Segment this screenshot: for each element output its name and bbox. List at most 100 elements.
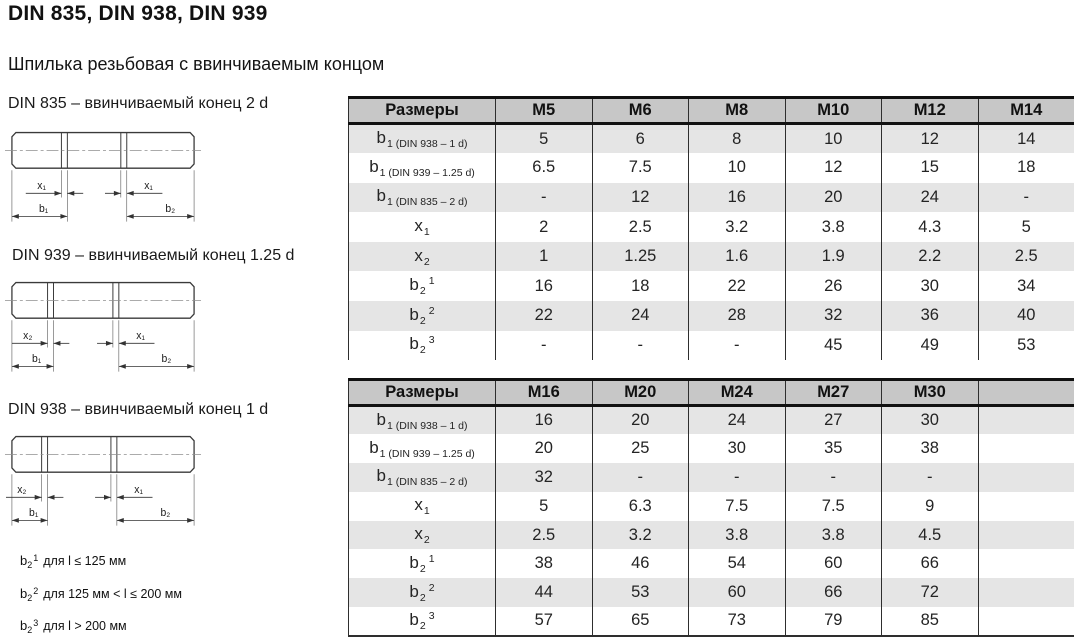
table-row: b22 22 24 28 32 36 40 [348, 301, 1074, 331]
value-cell: - [591, 330, 689, 361]
value-cell [977, 405, 1074, 435]
svg-text:b₁: b₁ [29, 507, 39, 519]
value-cell: 60 [784, 549, 882, 579]
value-cell: 35 [784, 434, 882, 464]
value-cell: 85 [881, 607, 978, 636]
table-row: b22 44 53 60 66 72 [348, 578, 1074, 608]
row-label: b23 [409, 334, 435, 357]
table-row: b1 (DIN 939 – 1.25 d) 20 25 30 35 38 [349, 434, 1074, 464]
svg-text:b₁: b₁ [39, 203, 49, 215]
value-cell: 49 [881, 330, 978, 361]
value-cell: 1.9 [784, 241, 882, 272]
svg-text:b₂: b₂ [160, 507, 170, 519]
dimensions-table-m5-m14: Размеры M5 M6 M8 M10 M12 M14 b1 (DIN 938 – 1 d)… [348, 96, 1074, 361]
value-cell: 46 [591, 549, 689, 579]
value-cell: 6.3 [591, 491, 689, 521]
row-label: b1 (DIN 835 – 2 d) [376, 466, 468, 489]
value-cell: 3.8 [688, 520, 785, 550]
row-label: b22 [409, 581, 435, 604]
table-header-row: Размеры M5 M6 M8 M10 M12 M14 [348, 97, 1074, 125]
size-column-header: M16 [495, 379, 592, 407]
svg-text:x₂: x₂ [23, 330, 32, 342]
value-cell: 30 [881, 405, 978, 435]
table-row: b21 38 46 54 60 66 [349, 549, 1074, 579]
value-cell: 53 [591, 578, 689, 608]
value-cell: 10 [688, 153, 785, 183]
svg-text:x₂: x₂ [17, 484, 26, 496]
value-cell: 4.3 [881, 212, 978, 242]
table-row: x2 1 1.25 1.6 1.9 2.2 2.5 [348, 241, 1074, 272]
value-cell: - [881, 463, 978, 492]
size-column-header: M30 [881, 379, 978, 407]
value-cell: 3.2 [688, 212, 785, 242]
size-column-header: M14 [977, 97, 1074, 125]
row-label: b22 [409, 304, 435, 327]
svg-text:b₁: b₁ [32, 353, 42, 365]
row-label: x1 [414, 495, 430, 518]
value-cell: 73 [688, 607, 785, 636]
dimensions-table-m16-m30: Размеры M16 M20 M24 M27 M30 b1 (DIN 938 – 1 d)… [348, 378, 1074, 637]
size-column-header: M12 [881, 97, 978, 125]
value-cell: 45 [784, 330, 882, 361]
value-cell: 66 [784, 578, 882, 608]
value-cell [977, 549, 1074, 579]
row-label: x2 [414, 245, 430, 268]
din-938-stud-drawing: x₂ x₁ b₁ b₂ [4, 424, 202, 534]
value-cell [977, 520, 1074, 550]
value-cell: - [495, 182, 592, 213]
value-cell: 5 [977, 212, 1074, 242]
value-cell: 9 [881, 491, 978, 521]
value-cell [977, 434, 1074, 464]
value-cell: - [495, 330, 592, 361]
value-cell: 18 [591, 271, 689, 302]
value-cell: 7.5 [591, 153, 689, 183]
din-835-drawing-label: DIN 835 – ввинчиваемый конец 2 d [8, 95, 269, 112]
row-label: b21 [409, 552, 435, 575]
row-label: x1 [414, 216, 430, 239]
value-cell: 32 [784, 301, 882, 331]
stud-diagram: x₂ x₁ b₁ b₂ [4, 281, 202, 372]
value-cell: 2.5 [977, 241, 1074, 272]
row-label: b1 (DIN 939 – 1.25 d) [369, 156, 475, 179]
row-label: b23 [409, 609, 435, 632]
value-cell: 44 [495, 578, 592, 608]
size-column-header: M6 [591, 97, 689, 125]
table-row: b1 (DIN 938 – 1 d) 5 6 8 10 12 14 [348, 123, 1074, 154]
value-cell: 1.25 [591, 241, 689, 272]
value-cell: 24 [881, 182, 978, 213]
footnote-formula: b21 [20, 553, 39, 570]
din-835-stud-drawing: x₁ x₁ b₁ b₂ [4, 120, 202, 230]
value-cell: 7.5 [688, 491, 785, 521]
table-row: b1 (DIN 835 – 2 d) 32- - - - [348, 463, 1074, 492]
value-cell: 79 [784, 607, 882, 636]
value-cell [977, 607, 1074, 636]
svg-text:x₁: x₁ [37, 180, 46, 192]
value-cell: 6.5 [495, 153, 592, 183]
value-cell: - [688, 463, 785, 492]
stud-diagram: x₂ x₁ b₁ b₂ [4, 435, 202, 526]
table-row: x1 2 2.5 3.2 3.8 4.3 5 [349, 212, 1074, 242]
value-cell: 22 [495, 301, 592, 331]
footnote-b2-1: b21 для l ≤ 125 мм [20, 553, 126, 570]
row-label: b1 (DIN 938 – 1 d) [376, 128, 468, 151]
size-column-header: M8 [688, 97, 785, 125]
value-cell: 16 [495, 405, 592, 435]
value-cell: 26 [784, 271, 882, 302]
row-label: b1 (DIN 939 – 1.25 d) [369, 437, 475, 460]
value-cell: - [688, 330, 785, 361]
value-cell: 57 [495, 607, 592, 636]
value-cell [977, 463, 1074, 492]
value-cell [977, 491, 1074, 521]
value-cell: 16 [495, 271, 592, 302]
value-cell: 65 [591, 607, 689, 636]
value-cell: 12 [591, 182, 689, 213]
stud-diagram: x₁ x₁ b₁ b₂ [4, 131, 202, 222]
value-cell: 32 [495, 463, 592, 492]
value-cell: 5 [495, 123, 592, 154]
value-cell: 27 [784, 405, 882, 435]
svg-text:x₁: x₁ [136, 330, 145, 342]
value-cell: 12 [784, 153, 882, 183]
din-938-drawing-label: DIN 938 – ввинчиваемый конец 1 d [8, 401, 269, 418]
table-row: b21 16 18 22 26 30 34 [349, 271, 1074, 302]
value-cell: 24 [591, 301, 689, 331]
